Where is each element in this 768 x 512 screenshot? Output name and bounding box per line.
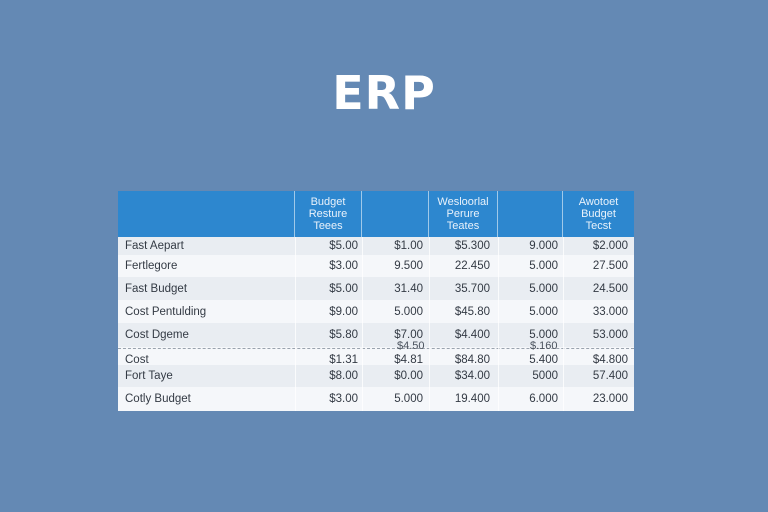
column-divider xyxy=(498,237,499,411)
stray-value: $4.50 xyxy=(397,340,425,352)
budget-table: Budget Resture Teees Wesloorlal Perure T… xyxy=(118,191,634,411)
column-header-awotoet-budget[interactable]: Awotoet Budget Tecst xyxy=(578,196,619,232)
table-header: Budget Resture Teees Wesloorlal Perure T… xyxy=(118,191,634,237)
column-divider xyxy=(563,237,564,411)
row-divider-dashed xyxy=(118,348,634,349)
table-row[interactable]: Cost Pentulding $9.00 5.000 $45.80 5.000… xyxy=(118,300,634,323)
stray-value: $.160 xyxy=(530,340,558,352)
column-header-blank-1[interactable] xyxy=(362,191,429,237)
column-header-name[interactable] xyxy=(118,191,295,237)
table-row[interactable]: Fertlegore $3.00 9.500 22.450 5.000 27.5… xyxy=(118,255,634,277)
column-divider xyxy=(362,237,363,411)
table-row[interactable]: Cotly Budget $3.00 5.000 19.400 6.000 23… xyxy=(118,387,634,411)
column-header-wesloorlal-perure[interactable]: Wesloorlal Perure Teates xyxy=(429,191,498,237)
table-row[interactable]: Fast Aepart $5.00 $1.00 $5.300 9.000 $2.… xyxy=(118,237,634,255)
table-row[interactable]: Fast Budget $5.00 31.40 35.700 5.000 24.… xyxy=(118,277,634,300)
page-title: ERP xyxy=(332,66,436,120)
column-divider xyxy=(429,237,430,411)
table-row[interactable]: Cost $1.31 $4.81 $84.80 5.400 $4.800 xyxy=(118,347,634,366)
table-row[interactable]: Fort Taye $8.00 $0.00 $34.00 5000 57.400 xyxy=(118,365,634,387)
table-row[interactable]: Cost Dgeme $5.80 $7.00 $4.400 5.000 53.0… xyxy=(118,323,634,347)
column-header-budget-resture[interactable]: Budget Resture Teees xyxy=(295,191,362,237)
column-header-blank-2[interactable] xyxy=(498,191,563,237)
column-divider xyxy=(295,237,296,411)
